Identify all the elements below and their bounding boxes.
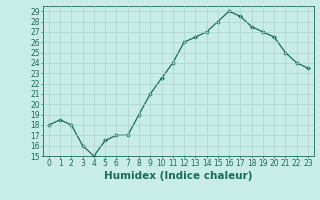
X-axis label: Humidex (Indice chaleur): Humidex (Indice chaleur) [104,171,253,181]
